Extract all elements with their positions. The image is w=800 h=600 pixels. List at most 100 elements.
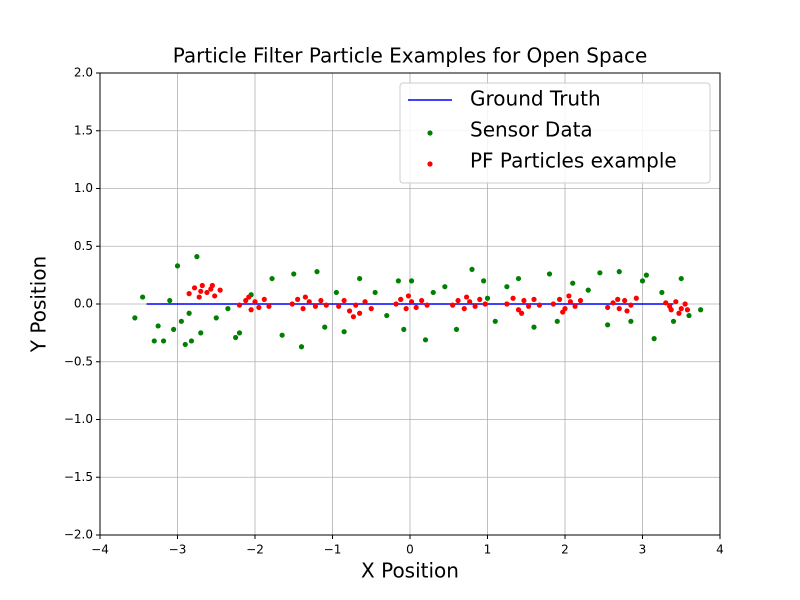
point <box>622 297 628 304</box>
y-tick-label: 0.5 <box>74 239 93 253</box>
point <box>615 296 621 302</box>
point <box>577 297 584 304</box>
point <box>350 314 357 320</box>
point <box>132 315 138 321</box>
point <box>453 326 460 333</box>
point <box>515 307 522 313</box>
point <box>616 269 622 275</box>
point <box>353 302 359 308</box>
point <box>624 308 630 314</box>
point <box>306 299 312 305</box>
x-axis-label: X Position <box>361 559 459 583</box>
y-axis-label: Y Position <box>27 256 51 353</box>
y-tick-label: −1.5 <box>64 470 93 484</box>
point <box>408 299 415 305</box>
point <box>291 271 297 277</box>
point <box>198 288 204 294</box>
point <box>481 278 487 284</box>
point <box>633 295 639 301</box>
point <box>209 282 215 289</box>
point <box>236 330 243 336</box>
point <box>191 285 198 291</box>
point <box>467 299 473 305</box>
point <box>233 334 239 341</box>
point <box>300 306 306 312</box>
y-tick-label: 0.0 <box>74 297 93 311</box>
point <box>346 308 353 314</box>
point <box>295 296 301 302</box>
point <box>521 297 527 304</box>
point <box>628 318 634 324</box>
y-tick-label: 2.0 <box>74 66 93 80</box>
point <box>556 296 563 302</box>
point <box>318 297 324 304</box>
point <box>405 293 412 299</box>
point <box>341 297 347 304</box>
point <box>570 280 576 286</box>
y-tick-label: −2.0 <box>64 528 93 542</box>
x-tick-label: −4 <box>91 543 109 557</box>
point <box>174 263 181 269</box>
point <box>194 254 200 260</box>
point <box>333 289 339 296</box>
point <box>217 287 223 293</box>
point <box>504 301 510 307</box>
point <box>336 303 342 309</box>
point <box>554 318 560 324</box>
point <box>605 322 611 328</box>
point <box>398 296 404 302</box>
point <box>372 289 378 296</box>
point <box>676 310 682 316</box>
point <box>140 294 146 300</box>
point <box>560 309 566 315</box>
point <box>182 341 188 348</box>
point <box>482 301 488 307</box>
point <box>643 272 649 278</box>
point <box>472 303 478 309</box>
point <box>651 336 657 342</box>
point <box>492 318 498 324</box>
point <box>151 338 157 344</box>
point <box>341 329 347 335</box>
point <box>455 297 461 304</box>
point <box>204 289 210 296</box>
point <box>461 306 467 312</box>
point <box>314 269 320 275</box>
point <box>673 299 679 305</box>
legend-label: PF Particles example <box>470 149 677 173</box>
x-tick-label: −2 <box>246 543 264 557</box>
point <box>289 301 295 307</box>
point <box>236 302 243 308</box>
legend-box <box>399 82 711 184</box>
point <box>430 289 436 296</box>
point <box>213 315 219 321</box>
point <box>663 300 669 306</box>
point <box>628 302 634 308</box>
x-tick-label: 1 <box>484 543 492 557</box>
point <box>610 300 616 306</box>
point <box>567 299 574 305</box>
point <box>357 275 363 282</box>
point <box>659 289 665 296</box>
point <box>212 293 218 299</box>
point <box>616 306 622 312</box>
point <box>403 306 409 312</box>
point <box>298 344 305 350</box>
point <box>384 312 390 319</box>
point <box>597 270 603 276</box>
point <box>160 338 167 344</box>
point <box>408 278 415 284</box>
point <box>419 297 425 304</box>
x-tick-label: 4 <box>716 543 724 557</box>
point <box>531 324 537 330</box>
point <box>424 302 430 308</box>
point <box>504 284 510 290</box>
legend-label: Sensor Data <box>470 118 593 142</box>
point <box>525 303 532 309</box>
point <box>225 306 231 312</box>
point <box>463 294 470 300</box>
x-tick-label: −1 <box>324 543 342 557</box>
legend-swatch <box>427 161 433 167</box>
